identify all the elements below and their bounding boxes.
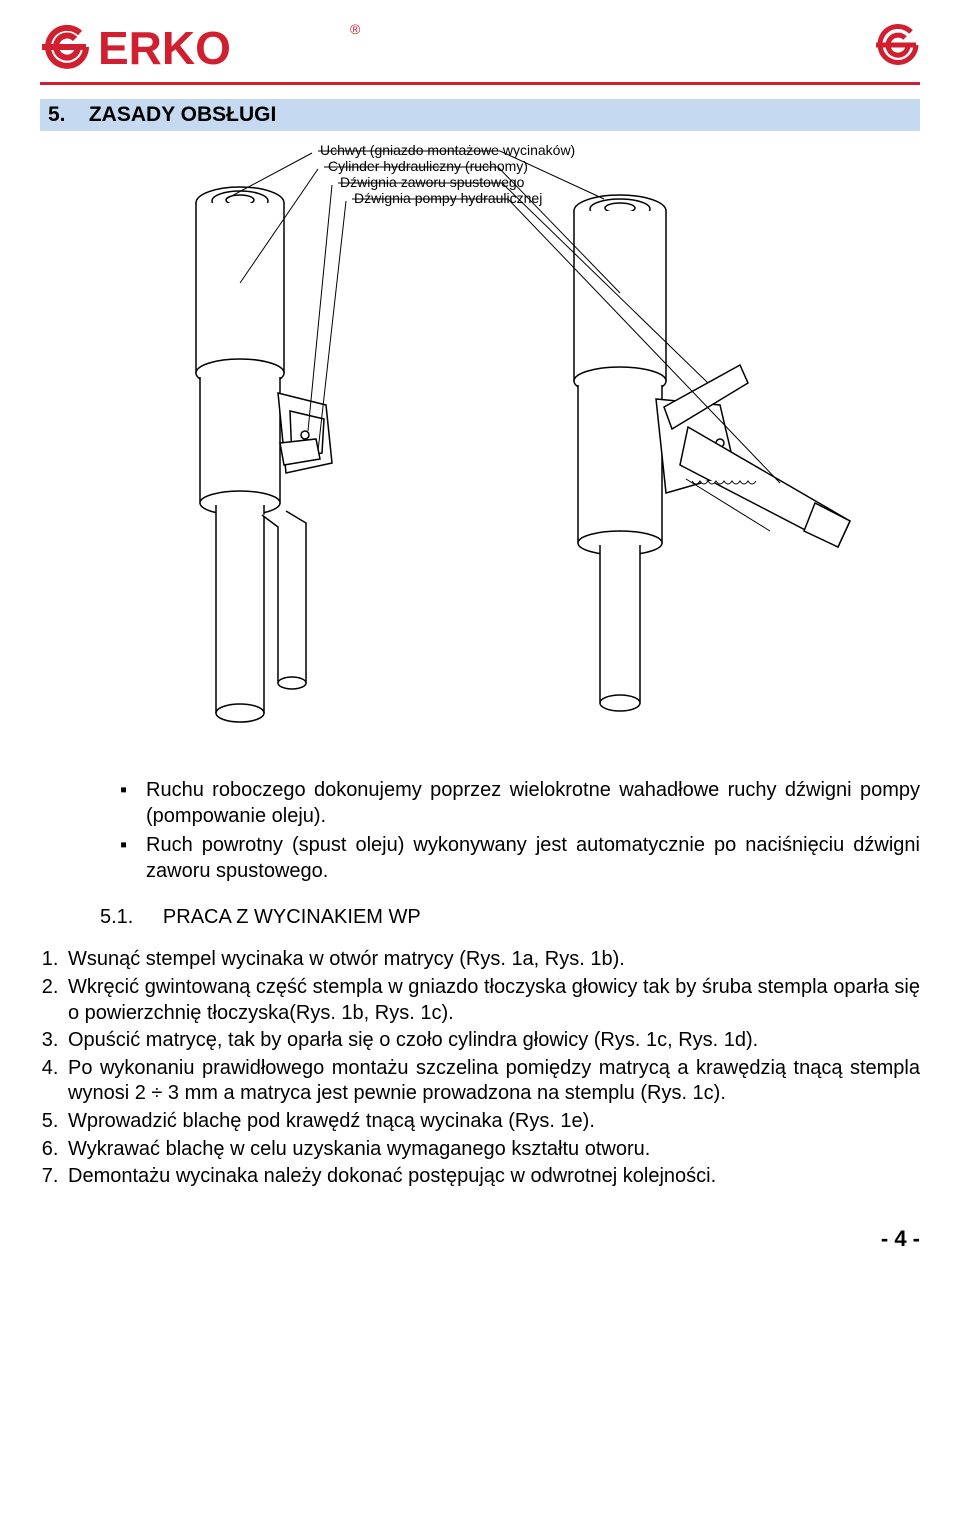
bullet-text: Ruch powrotny (spust oleju) wykonywany j…: [146, 834, 920, 882]
step-text: Wkręcić gwintowaną część stempla w gniaz…: [68, 976, 920, 1024]
step-item: Demontażu wycinaka należy dokonać postęp…: [64, 1164, 920, 1190]
section-number: 5.: [48, 103, 66, 126]
brand-name-text: ERKO: [98, 22, 231, 74]
section-title-text: ZASADY OBSŁUGI: [89, 103, 276, 126]
step-text: Opuścić matrycę, tak by oparła się o czo…: [68, 1029, 758, 1051]
bullet-item: Ruchu roboczego dokonujemy poprzez wielo…: [120, 778, 920, 829]
tool-diagram-svg: Uchwyt (gniazdo montażowe wycinaków) Cyl…: [80, 143, 880, 753]
step-text: Wsunąć stempel wycinaka w otwór matrycy …: [68, 948, 625, 970]
figure: Uchwyt (gniazdo montażowe wycinaków) Cyl…: [40, 143, 920, 758]
document-page: ERKO ® 5. ZASADY OBSŁUGI: [0, 0, 960, 1292]
erko-logo-svg: ERKO ®: [40, 20, 370, 74]
section-heading: 5. ZASADY OBSŁUGI: [40, 99, 920, 131]
diagram-label-0: Uchwyt (gniazdo montażowe wycinaków): [320, 143, 575, 158]
page-number: - 4 -: [40, 1226, 920, 1252]
diagram-label-1: Cylinder hydrauliczny (ruchomy): [328, 158, 528, 174]
subsection-heading: 5.1. PRACA Z WYCINAKIEM WP: [100, 906, 920, 929]
diagram-label-3: Dźwignia pompy hydraulicznej: [354, 190, 542, 206]
swirl-icon: [876, 23, 920, 67]
diagram-label-2: Dźwignia zaworu spustowego: [340, 174, 525, 190]
step-item: Wprowadzić blachę pod krawędź tnącą wyci…: [64, 1109, 920, 1135]
step-text: Wykrawać blachę w celu uzyskania wymagan…: [68, 1138, 650, 1160]
step-text: Po wykonaniu prawidłowego montażu szczel…: [68, 1057, 920, 1105]
step-item: Wykrawać blachę w celu uzyskania wymagan…: [64, 1137, 920, 1163]
bullet-list: Ruchu roboczego dokonujemy poprzez wielo…: [120, 778, 920, 884]
step-item: Wsunąć stempel wycinaka w otwór matrycy …: [64, 947, 920, 973]
step-text: Wprowadzić blachę pod krawędź tnącą wyci…: [68, 1110, 595, 1132]
header-rule: [40, 82, 920, 85]
bullet-text: Ruchu roboczego dokonujemy poprzez wielo…: [146, 779, 920, 827]
subsection-title: PRACA Z WYCINAKIEM WP: [163, 906, 421, 928]
step-item: Wkręcić gwintowaną część stempla w gniaz…: [64, 975, 920, 1026]
brand-mark-small: [876, 23, 920, 72]
step-item: Opuścić matrycę, tak by oparła się o czo…: [64, 1028, 920, 1054]
subsection-number: 5.1.: [100, 906, 133, 928]
step-item: Po wykonaniu prawidłowego montażu szczel…: [64, 1056, 920, 1107]
brand-logo: ERKO ®: [40, 20, 370, 74]
registered-mark: ®: [350, 21, 361, 37]
bullet-item: Ruch powrotny (spust oleju) wykonywany j…: [120, 833, 920, 884]
steps-list: Wsunąć stempel wycinaka w otwór matrycy …: [64, 947, 920, 1189]
step-text: Demontażu wycinaka należy dokonać postęp…: [68, 1165, 716, 1187]
header-row: ERKO ®: [40, 20, 920, 74]
